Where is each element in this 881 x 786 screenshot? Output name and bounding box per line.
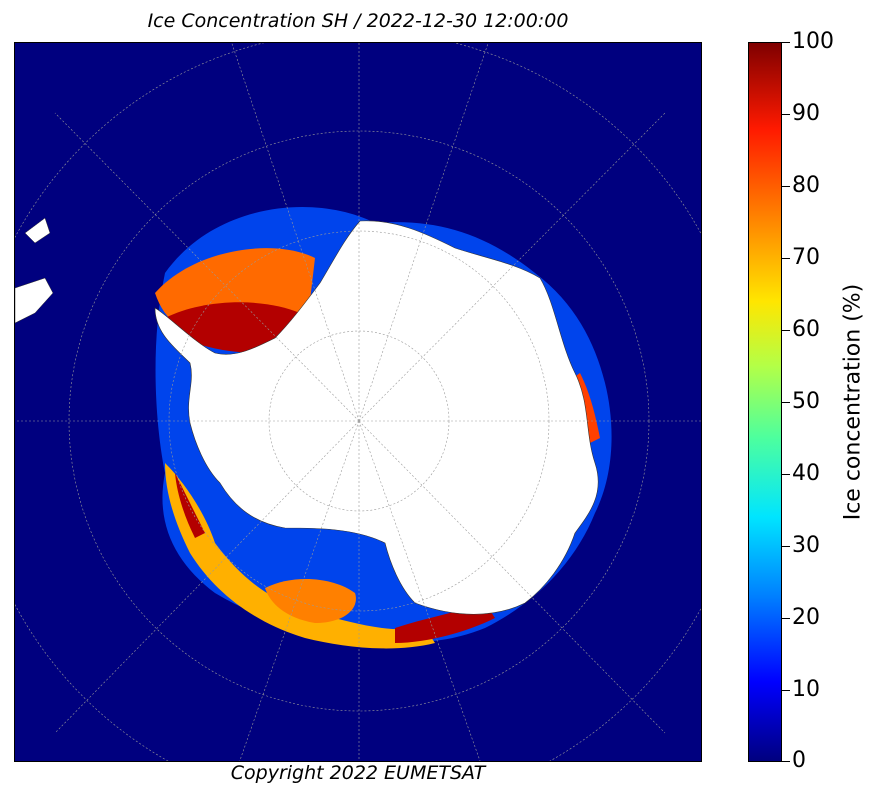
colorbar-tick-label: 10 <box>792 677 820 702</box>
colorbar-tick-label: 40 <box>792 461 820 486</box>
sea-ice-map <box>14 42 702 762</box>
colorbar <box>748 42 782 762</box>
colorbar-tick <box>782 330 790 331</box>
colorbar-tick-label: 0 <box>792 748 806 773</box>
colorbar-title: Ice concentration (%) <box>840 283 866 521</box>
antarctica <box>154 220 599 615</box>
colorbar-tick <box>782 186 790 187</box>
colorbar-tick <box>782 474 790 475</box>
colorbar-tick <box>782 402 790 403</box>
map-canvas <box>15 43 701 761</box>
south-america-tip <box>15 277 54 324</box>
colorbar-tick-label: 80 <box>792 173 820 198</box>
colorbar-tick-label: 100 <box>792 29 834 54</box>
colorbar-tick-label: 50 <box>792 389 820 414</box>
colorbar-tick-label: 20 <box>792 605 820 630</box>
copyright-text: Copyright 2022 EUMETSAT <box>230 762 486 784</box>
colorbar-tick <box>782 258 790 259</box>
colorbar-tick <box>782 618 790 619</box>
colorbar-tick-label: 90 <box>792 101 820 126</box>
colorbar-tick <box>782 690 790 691</box>
colorbar-tick-label: 60 <box>792 317 820 342</box>
colorbar-tick <box>782 761 790 762</box>
colorbar-tick <box>782 546 790 547</box>
colorbar-tick-label: 30 <box>792 533 820 558</box>
graticule <box>15 43 701 761</box>
colorbar-tick <box>782 114 790 115</box>
colorbar-tick-label: 70 <box>792 245 820 270</box>
map-title: Ice Concentration SH / 2022-12-30 12:00:… <box>147 10 569 32</box>
island <box>24 217 51 244</box>
colorbar-tick <box>782 42 790 43</box>
